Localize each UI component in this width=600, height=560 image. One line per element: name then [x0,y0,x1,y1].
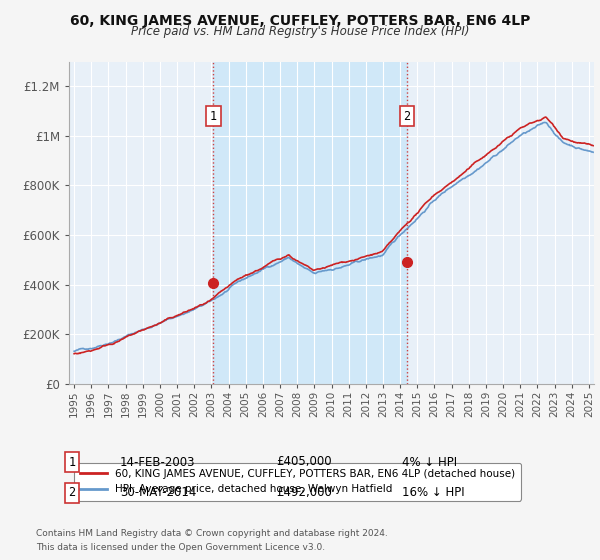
Text: 60, KING JAMES AVENUE, CUFFLEY, POTTERS BAR, EN6 4LP: 60, KING JAMES AVENUE, CUFFLEY, POTTERS … [70,14,530,28]
Text: Contains HM Land Registry data © Crown copyright and database right 2024.: Contains HM Land Registry data © Crown c… [36,529,388,538]
Text: 2: 2 [68,486,76,500]
Text: £492,000: £492,000 [276,486,332,500]
Text: 4% ↓ HPI: 4% ↓ HPI [402,455,457,469]
Text: Price paid vs. HM Land Registry's House Price Index (HPI): Price paid vs. HM Land Registry's House … [131,25,469,38]
Text: 1: 1 [68,455,76,469]
Text: 1: 1 [210,110,217,123]
Text: 30-MAY-2014: 30-MAY-2014 [120,486,196,500]
Text: 14-FEB-2003: 14-FEB-2003 [120,455,196,469]
Bar [214,62,407,384]
Text: 2: 2 [404,110,411,123]
Legend: 60, KING JAMES AVENUE, CUFFLEY, POTTERS BAR, EN6 4LP (detached house), HPI: Aver: 60, KING JAMES AVENUE, CUFFLEY, POTTERS … [74,463,521,501]
Text: £405,000: £405,000 [276,455,332,469]
Text: This data is licensed under the Open Government Licence v3.0.: This data is licensed under the Open Gov… [36,543,325,552]
Text: 16% ↓ HPI: 16% ↓ HPI [402,486,464,500]
